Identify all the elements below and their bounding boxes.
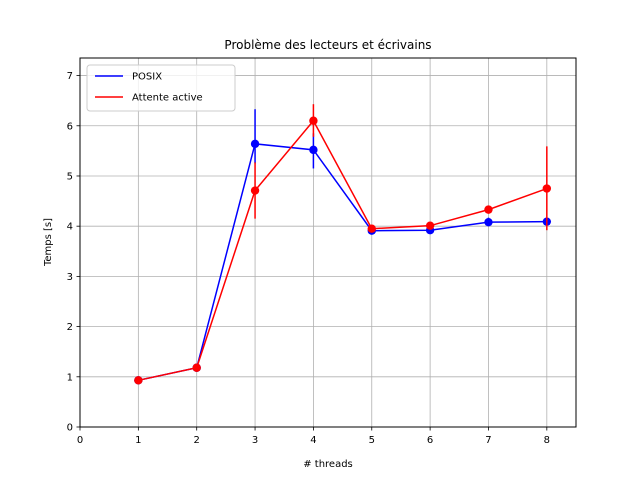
- data-point: [542, 184, 552, 193]
- legend: POSIX Attente active: [86, 64, 236, 112]
- x-tick-label: 0: [77, 435, 83, 446]
- y-tick-label: 1: [67, 372, 73, 383]
- x-axis-label: # threads: [303, 459, 353, 470]
- legend-box: [86, 64, 236, 112]
- series-line: [138, 119, 548, 382]
- x-tick-label: 2: [194, 435, 200, 446]
- y-tick-label: 7: [67, 71, 73, 82]
- x-tick-label: 3: [252, 435, 258, 446]
- data-point: [367, 224, 376, 233]
- y-tick-label: 4: [67, 222, 73, 233]
- chart-title: Problème des lecteurs et écrivains: [224, 38, 431, 52]
- x-tick-label: 7: [485, 435, 491, 446]
- axis-ticks: 0 1 2 3 4 5 6 7 8 0 1 2 3 4 5 6 7: [67, 71, 550, 446]
- x-tick-label: 5: [369, 435, 375, 446]
- data-point: [192, 363, 201, 372]
- y-tick-label: 3: [67, 272, 73, 283]
- data-point: [425, 221, 435, 230]
- data-point: [134, 376, 143, 385]
- y-tick-label: 6: [67, 121, 73, 132]
- data-point: [309, 145, 318, 155]
- x-tick-label: 8: [544, 435, 550, 446]
- y-tick-label: 2: [67, 322, 73, 333]
- y-tick-label: 5: [67, 171, 73, 182]
- series-2: [134, 104, 552, 385]
- data-point: [484, 217, 493, 227]
- plot-frame: [79, 57, 577, 428]
- data-point: [250, 186, 260, 195]
- x-tick-label: 6: [427, 435, 433, 446]
- series: [134, 104, 552, 385]
- legend-label: POSIX: [132, 72, 162, 83]
- data-point: [484, 205, 493, 214]
- x-tick-label: 1: [135, 435, 141, 446]
- data-point: [309, 116, 318, 125]
- data-point: [250, 139, 260, 149]
- y-tick-label: 0: [67, 423, 73, 434]
- series-line: [138, 143, 547, 382]
- x-tick-label: 4: [310, 435, 316, 446]
- legend-label: Attente active: [132, 93, 203, 104]
- y-axis-label: Temps [s]: [43, 218, 54, 267]
